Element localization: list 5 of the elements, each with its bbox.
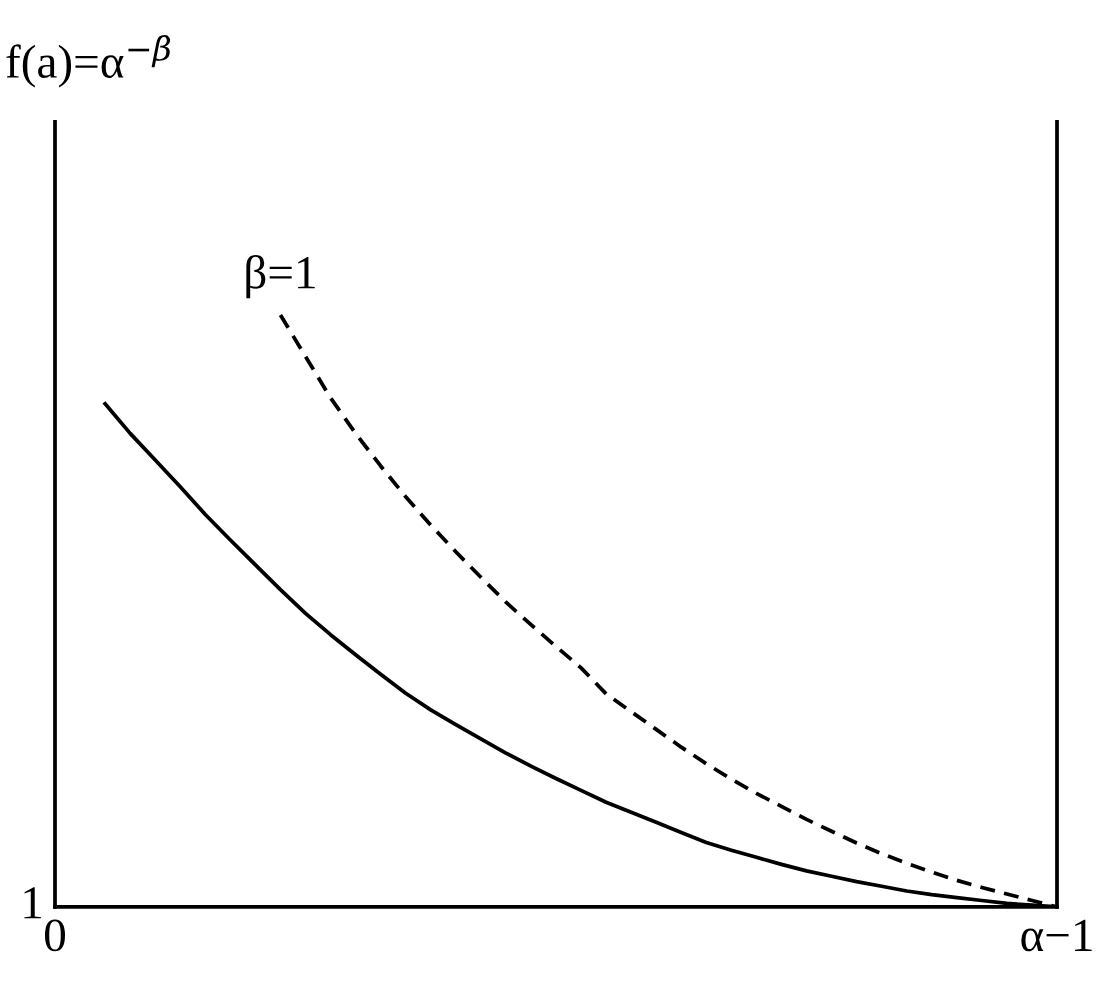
y-axis-title: f(a)=α$^{−β}$ xyxy=(6,35,171,88)
x-tick-label: 0 xyxy=(44,919,66,952)
text: 1 xyxy=(24,887,42,919)
series-label: β=1 xyxy=(246,255,315,299)
x-tick-label: α−1 xyxy=(1021,919,1092,952)
